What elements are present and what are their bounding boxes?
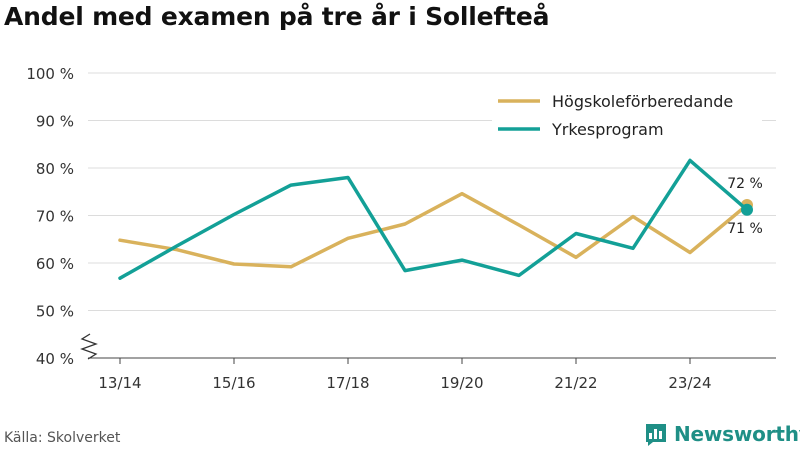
x-tick-label-23-24: 23/24 — [668, 374, 711, 392]
series-line-0 — [118, 191, 749, 269]
y-tick-label-50: 50 % — [36, 303, 74, 321]
legend-label-0: Högskoleförberedande — [552, 92, 733, 111]
brand-logo: Newsworthy — [644, 420, 800, 448]
brand-name: Newsworthy — [674, 422, 800, 446]
x-tick-label-21-22: 21/22 — [554, 374, 597, 392]
source-note: Källa: Skolverket — [4, 430, 121, 446]
y-tick-label-90: 90 % — [36, 113, 74, 131]
y-tick-label-60: 60 % — [36, 255, 74, 273]
x-tick-label-19-20: 19/20 — [440, 374, 483, 392]
series-end-point-1 — [741, 203, 753, 216]
newsworthy-logo-icon — [646, 424, 666, 446]
y-tick-label-40: 40 % — [36, 350, 74, 368]
y-tick-label-70: 70 % — [36, 208, 74, 226]
y-tick-label-100: 100 % — [26, 65, 74, 83]
x-tick-label-13-14: 13/14 — [98, 374, 141, 392]
y-tick-label-80: 80 % — [36, 160, 74, 178]
x-tick-label-15-16: 15/16 — [212, 374, 255, 392]
series-line-1 — [118, 158, 749, 280]
end-value-label-1: 71 % — [727, 221, 763, 237]
chart-title: Andel med examen på tre år i Sollefteå — [4, 2, 550, 31]
legend-label-1: Yrkesprogram — [551, 120, 664, 139]
x-tick-label-17-18: 17/18 — [326, 374, 369, 392]
axis-break-icon — [80, 333, 98, 360]
end-value-label-0: 72 % — [727, 176, 763, 192]
